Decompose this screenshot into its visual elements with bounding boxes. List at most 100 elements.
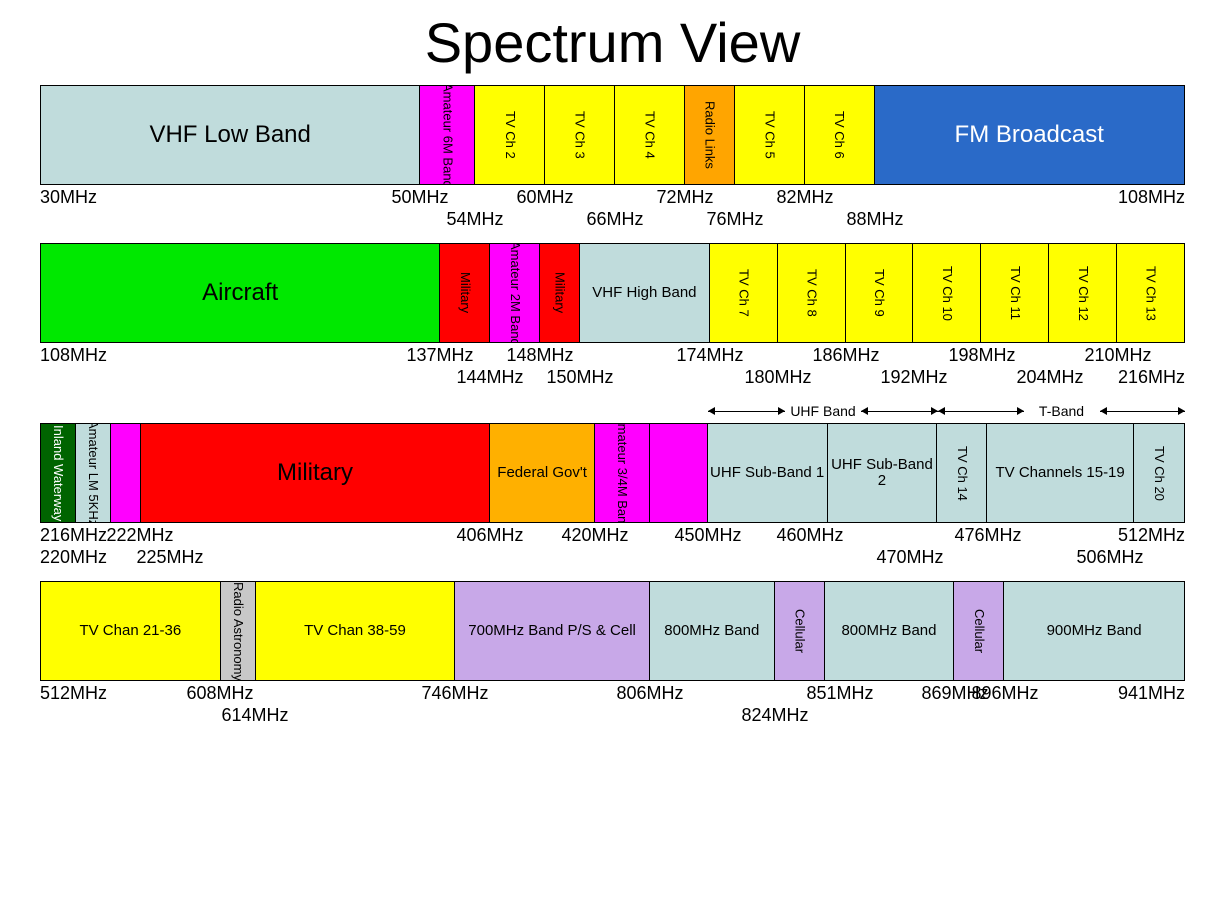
freq-tick: 148MHz: [506, 345, 573, 366]
band-segment: FM Broadcast: [875, 86, 1184, 184]
band-segment: Military: [440, 244, 490, 342]
band-segment: TV Ch 13: [1117, 244, 1184, 342]
band-segment: TV Ch 8: [778, 244, 846, 342]
freq-tick: 225MHz: [136, 547, 203, 568]
segment-label: TV Ch 2: [501, 109, 519, 161]
band-segment: TV Ch 5: [735, 86, 805, 184]
band-segment: Military: [540, 244, 580, 342]
band-segment: 800MHz Band: [825, 582, 955, 680]
freq-tick: 66MHz: [586, 209, 643, 230]
freq-tick: 88MHz: [846, 209, 903, 230]
freq-tick: 186MHz: [812, 345, 879, 366]
freq-tick: 476MHz: [954, 525, 1021, 546]
band-segment: TV Ch 6: [805, 86, 875, 184]
page-title: Spectrum View: [0, 10, 1225, 75]
segment-label: FM Broadcast: [953, 120, 1106, 150]
freq-tick: 851MHz: [806, 683, 873, 704]
segment-label: TV Ch 13: [1141, 264, 1159, 323]
band-segment: UHF Sub-Band 1: [708, 424, 828, 522]
freq-tick: 420MHz: [561, 525, 628, 546]
band-segment: Cellular: [775, 582, 825, 680]
freq-tick: 82MHz: [776, 187, 833, 208]
segment-label: Amateur 6M Band: [438, 86, 456, 184]
band-segment: TV Ch 20: [1134, 424, 1184, 522]
segment-label: TV Chan 21-36: [77, 621, 183, 642]
spectrum-row: AircraftMilitaryAmateur 2M BandMilitaryV…: [40, 243, 1185, 393]
segment-label: Military: [550, 270, 568, 315]
segment-label: TV Ch 11: [1006, 264, 1024, 322]
segment-label: Cellular: [790, 607, 808, 655]
segment-label: Radio Astronomy: [228, 582, 246, 680]
segment-label: UHF Sub-Band 1: [708, 463, 826, 484]
segment-label: 800MHz Band: [662, 621, 761, 642]
spectrum-row: VHF Low Band Amateur 6M Band TV Ch 2 TV Ch …: [40, 85, 1185, 235]
segment-label: Inland Waterway: [49, 424, 67, 522]
segment-label: TV Ch 12: [1073, 264, 1091, 323]
freq-tick: 150MHz: [546, 367, 613, 388]
band-segment: TV Ch 11: [981, 244, 1049, 342]
freq-tick: 406MHz: [456, 525, 523, 546]
segment-label: TV Channels 15-19: [994, 463, 1127, 484]
band-segment: Inland Waterway: [41, 424, 76, 522]
segment-label: UHF Sub-Band 2: [828, 455, 937, 492]
segment-label: TV Ch 4: [640, 109, 658, 161]
range-arrow: [1100, 411, 1186, 412]
band-segment: 700MHz Band P/S & Cell: [455, 582, 650, 680]
tick-area: 30MHz50MHz54MHz60MHz66MHz72MHz76MHz82MHz…: [40, 187, 1185, 235]
freq-tick: 746MHz: [421, 683, 488, 704]
band-segment: [111, 424, 141, 522]
freq-tick: 941MHz: [1118, 683, 1185, 704]
segment-label: Amateur LM 5KHz: [84, 424, 102, 522]
band-segment: TV Ch 12: [1049, 244, 1117, 342]
range-arrow: [861, 411, 938, 412]
freq-tick: 512MHz: [40, 683, 107, 704]
segment-label: Cellular: [970, 607, 988, 655]
band-row: TV Chan 21-36Radio AstronomyTV Chan 38-5…: [40, 581, 1185, 681]
segment-label: TV Ch 8: [802, 267, 820, 319]
freq-tick: 144MHz: [456, 367, 523, 388]
band-segment: TV Ch 3: [545, 86, 615, 184]
band-segment: [650, 424, 708, 522]
tick-area: 216MHz220MHz222MHz225MHz406MHz420MHz450M…: [40, 525, 1185, 573]
band-segment: TV Ch 9: [846, 244, 914, 342]
freq-tick: 60MHz: [516, 187, 573, 208]
segment-label: VHF Low Band: [147, 120, 312, 150]
band-segment: Federal Gov't: [490, 424, 595, 522]
freq-tick: 608MHz: [186, 683, 253, 704]
freq-tick: 614MHz: [221, 705, 288, 726]
band-segment: Aircraft: [41, 244, 440, 342]
segment-label: 900MHz Band: [1045, 621, 1144, 642]
freq-tick: 450MHz: [674, 525, 741, 546]
band-segment: TV Ch 10: [913, 244, 981, 342]
band-segment: TV Ch 2: [475, 86, 545, 184]
segment-label: TV Ch 5: [760, 109, 778, 161]
segment-label: 800MHz Band: [839, 621, 938, 642]
freq-tick: 108MHz: [1118, 187, 1185, 208]
band-segment: 900MHz Band: [1004, 582, 1184, 680]
freq-tick: 824MHz: [741, 705, 808, 726]
band-segment: TV Ch 14: [937, 424, 987, 522]
segment-label: TV Ch 10: [938, 264, 956, 323]
freq-tick: 50MHz: [391, 187, 448, 208]
freq-tick: 72MHz: [656, 187, 713, 208]
freq-tick: 220MHz: [40, 547, 107, 568]
freq-tick: 216MHz: [1118, 367, 1185, 388]
segment-label: Amateur 3/4M Band: [613, 424, 631, 522]
range-arrow: [708, 411, 785, 412]
segment-label: TV Ch 9: [870, 267, 888, 319]
band-segment: Military: [141, 424, 490, 522]
band-segment: 800MHz Band: [650, 582, 775, 680]
freq-tick: 198MHz: [948, 345, 1015, 366]
band-segment: TV Channels 15-19: [987, 424, 1134, 522]
freq-tick: 222MHz: [106, 525, 173, 546]
band-segment: Radio Astronomy: [221, 582, 256, 680]
freq-tick: 210MHz: [1084, 345, 1151, 366]
freq-tick: 460MHz: [776, 525, 843, 546]
freq-tick: 137MHz: [406, 345, 473, 366]
band-segment: VHF Low Band: [41, 86, 420, 184]
freq-tick: 506MHz: [1076, 547, 1143, 568]
segment-label: 700MHz Band P/S & Cell: [466, 621, 638, 642]
band-row: VHF Low Band Amateur 6M Band TV Ch 2 TV Ch …: [40, 85, 1185, 185]
segment-label: Radio Links: [700, 99, 718, 171]
freq-tick: 896MHz: [971, 683, 1038, 704]
